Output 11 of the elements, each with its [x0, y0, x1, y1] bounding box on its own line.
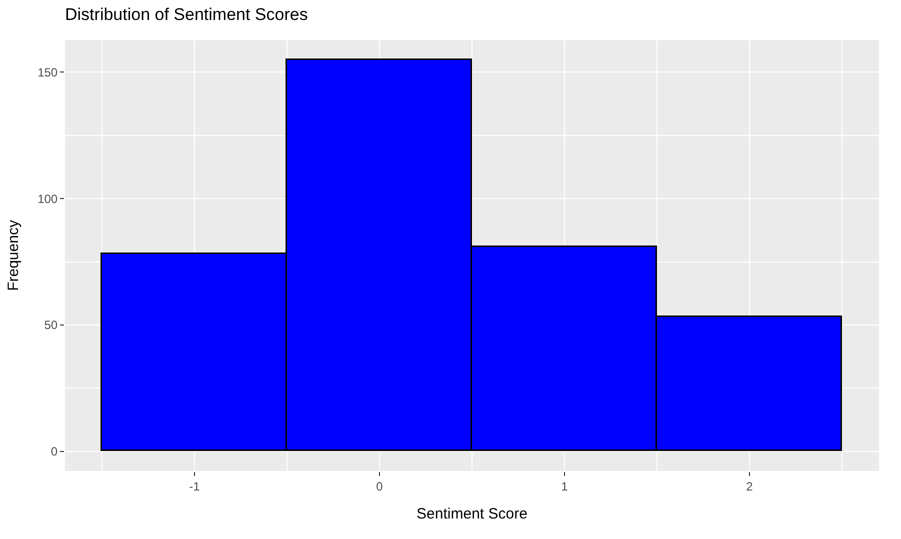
y-tick-label: 0 — [50, 444, 58, 459]
y-tick-label: 100 — [38, 192, 58, 206]
x-tick-label: -1 — [189, 479, 200, 494]
x-tick-label: 0 — [376, 479, 384, 494]
y-axis-title: Frequency — [4, 220, 22, 291]
x-tick-label: 2 — [746, 479, 754, 494]
x-tick-label: 1 — [561, 479, 568, 494]
y-tick-label: 50 — [44, 318, 58, 332]
x-axis-title: Sentiment Score — [416, 505, 528, 522]
chart-title: Distribution of Sentiment Scores — [65, 4, 308, 24]
y-tick-label: 150 — [38, 65, 58, 80]
